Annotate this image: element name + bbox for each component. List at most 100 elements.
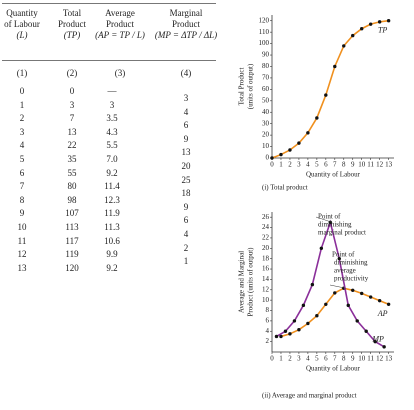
x-tick-label: 0 xyxy=(270,161,274,169)
table-cell: 3 xyxy=(69,99,75,110)
data-point xyxy=(292,319,297,323)
y-tick-label: 20 xyxy=(262,244,270,252)
x-tick-label: 2 xyxy=(288,161,292,169)
x-tick-label: 7 xyxy=(333,161,337,169)
data-point xyxy=(301,303,306,308)
table-cell: 5 xyxy=(19,154,25,164)
table-rule xyxy=(2,60,216,61)
x-tick-label: 9 xyxy=(351,355,355,363)
y-tick-label: 30 xyxy=(262,119,270,127)
y-tick-label: 12 xyxy=(262,285,270,293)
data-point xyxy=(360,27,364,31)
marginal-cell: 3 xyxy=(183,93,189,103)
table-cell: 9 xyxy=(19,208,25,219)
y-tick-label: 26 xyxy=(262,213,270,221)
column-header: (L) xyxy=(16,30,28,40)
column-number: (2) xyxy=(66,68,78,78)
data-point xyxy=(297,328,301,332)
column-header: Total xyxy=(62,8,82,18)
table-cell: 11 xyxy=(17,235,27,246)
x-tick-label: 11 xyxy=(367,355,374,363)
data-point xyxy=(333,291,337,295)
marginal-cell: 20 xyxy=(181,161,191,171)
data-point xyxy=(306,321,310,326)
data-point xyxy=(368,295,373,299)
data-point xyxy=(315,314,319,318)
x-tick-label: 7 xyxy=(333,355,337,363)
table-cell: 2 xyxy=(19,113,25,124)
table-cell: 7.0 xyxy=(106,154,118,164)
x-tick-label: 4 xyxy=(306,161,310,169)
data-point xyxy=(377,20,382,24)
table-cell: 13 xyxy=(67,126,77,137)
table-cell: 13 xyxy=(17,262,27,273)
table-cell: 7 xyxy=(19,181,25,192)
y-tick-label: 22 xyxy=(262,234,270,242)
caption: (i) Total product xyxy=(262,184,308,192)
column-header: (TP) xyxy=(63,30,81,40)
annotation: diminishing xyxy=(334,259,368,267)
y-tick-label: 80 xyxy=(262,62,270,70)
data-point xyxy=(386,19,391,23)
data-point xyxy=(306,131,310,135)
data-point xyxy=(274,334,279,339)
marginal-cell: 6 xyxy=(183,215,189,226)
table-cell: 117 xyxy=(65,235,79,246)
x-axis-label: Quantity of Labour xyxy=(306,171,361,179)
x-axis-label: Quantity of Labour xyxy=(306,365,361,373)
table-cell: 11.3 xyxy=(104,222,120,232)
marginal-cell: 2 xyxy=(183,242,189,253)
y-axis-label: Average and Marginal xyxy=(238,251,246,313)
data-point xyxy=(319,246,324,250)
marginal-cell: 4 xyxy=(183,106,189,117)
table-cell: 0 xyxy=(69,86,75,96)
x-tick-label: 1 xyxy=(279,355,283,363)
column-number: (3) xyxy=(114,68,126,78)
y-tick-label: 6 xyxy=(266,316,270,324)
marginal-cell: 9 xyxy=(183,133,189,144)
column-header: of Labour xyxy=(4,19,40,29)
table-cell: 107 xyxy=(65,208,79,219)
column-header: Average xyxy=(105,8,135,18)
data-point xyxy=(310,282,315,287)
data-point xyxy=(342,44,346,48)
table-cell: 35 xyxy=(67,154,77,164)
table-cell: 113 xyxy=(65,222,79,232)
caption: (ii) Average and marginal product xyxy=(262,392,357,400)
column-header: Quantity xyxy=(6,8,38,18)
column-number: (4) xyxy=(180,68,192,78)
y-tick-label: 4 xyxy=(266,327,270,335)
y-tick-label: 50 xyxy=(262,96,270,104)
data-point xyxy=(337,256,341,261)
data-point xyxy=(324,93,328,97)
x-tick-label: 5 xyxy=(315,355,319,363)
table-cell: 55 xyxy=(67,167,77,178)
marginal-cell: 25 xyxy=(181,174,191,185)
x-tick-label: 12 xyxy=(376,161,384,169)
table-cell: 3 xyxy=(109,99,115,110)
y-tick-label: 120 xyxy=(259,16,270,24)
table-cell: 9.2 xyxy=(106,262,118,273)
data-point xyxy=(346,303,350,308)
data-point xyxy=(360,291,364,296)
marginal-cell: 4 xyxy=(183,229,189,239)
table-cell: 4 xyxy=(19,140,25,151)
data-point xyxy=(270,156,274,160)
data-point xyxy=(288,332,292,336)
y-tick-label: 18 xyxy=(262,254,270,262)
annotation: marginal product xyxy=(318,229,366,237)
data-point xyxy=(351,288,355,292)
table-cell: 6 xyxy=(19,167,25,178)
data-point xyxy=(368,22,373,26)
x-tick-label: 0 xyxy=(270,355,274,363)
data-point xyxy=(377,298,382,303)
data-point xyxy=(355,319,359,323)
table-cell: 80 xyxy=(67,181,77,192)
table-cell: 12 xyxy=(17,249,27,260)
column-header: Product xyxy=(58,19,86,29)
production-table: Quantity of Labour (L) Total Product (TP) Aver… xyxy=(0,0,218,280)
annotation: average xyxy=(334,267,356,275)
table-cell: 3.5 xyxy=(106,113,118,124)
y-tick-label: 16 xyxy=(262,265,270,273)
